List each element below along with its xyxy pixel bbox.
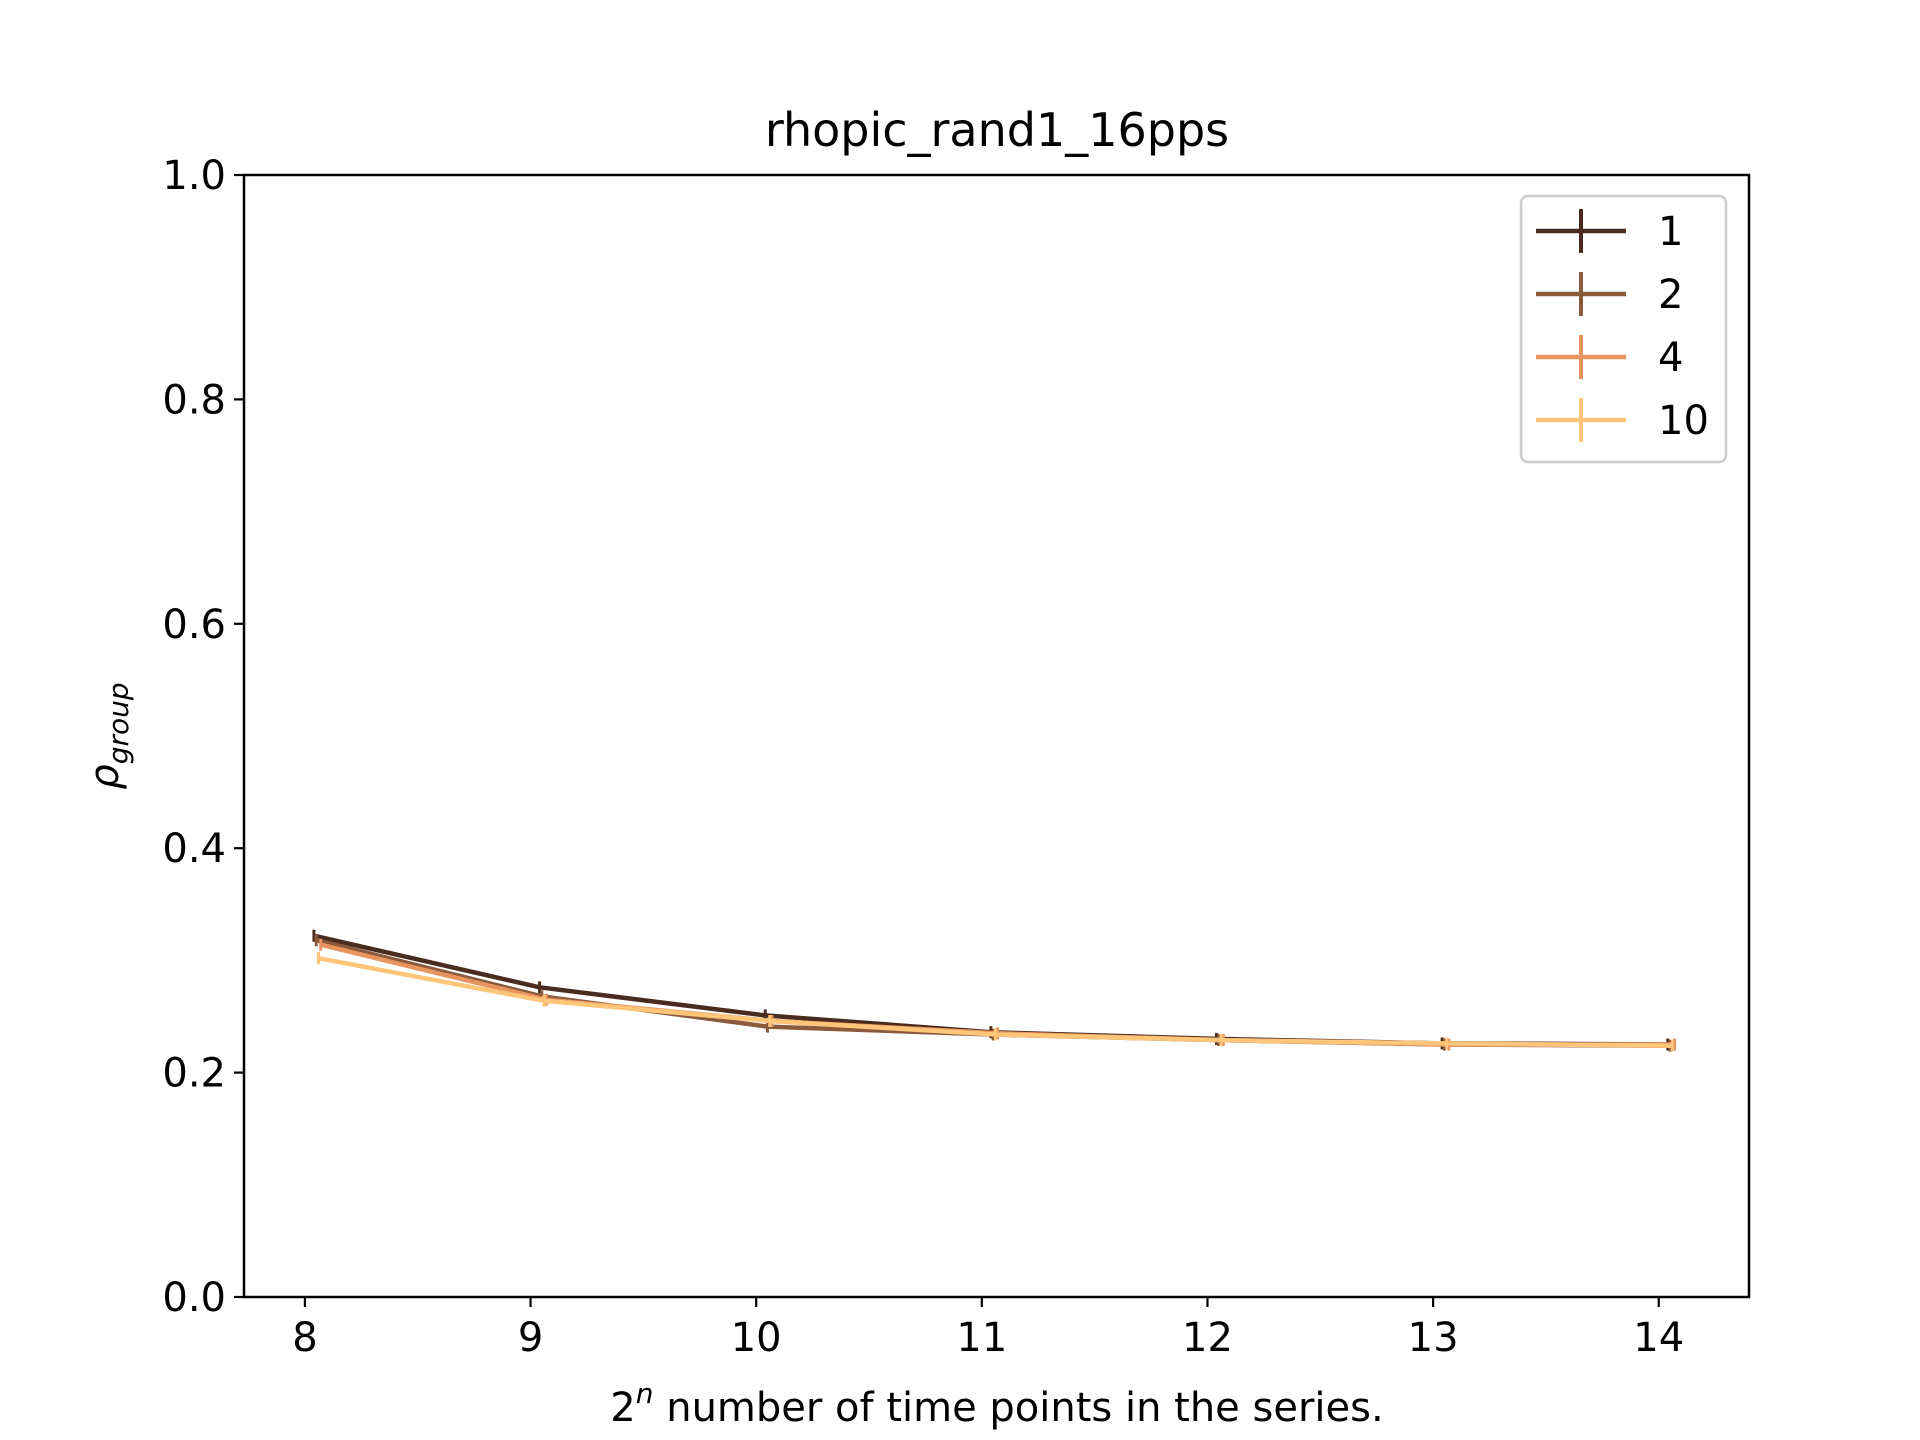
legend-label: 10 xyxy=(1658,398,1709,444)
y-tick-label: 0.4 xyxy=(162,826,226,872)
plot-lines xyxy=(312,929,1677,1052)
legend: 1 2 4 10 xyxy=(1519,194,1728,464)
legend-box xyxy=(1519,194,1728,464)
x-tick-label: 11 xyxy=(956,1315,1007,1361)
y-tick-label: 0.6 xyxy=(162,602,226,648)
legend-item: 4 xyxy=(1536,335,1683,381)
y-tick-label: 0.0 xyxy=(162,1275,226,1321)
legend-label: 1 xyxy=(1658,209,1683,255)
x-tick-label: 10 xyxy=(731,1315,782,1361)
legend-item: 1 xyxy=(1536,209,1683,255)
legend-label: 4 xyxy=(1658,335,1683,381)
x-axis-label: 2n number of time points in the series. xyxy=(610,1377,1383,1431)
y-tick-label: 0.2 xyxy=(162,1051,226,1097)
y-tick-label: 1.0 xyxy=(162,153,226,199)
legend-entries: 1 2 4 10 xyxy=(1536,209,1709,444)
x-tick-label: 14 xyxy=(1633,1315,1684,1361)
legend-item: 2 xyxy=(1536,272,1683,318)
x-tick-label: 12 xyxy=(1182,1315,1233,1361)
x-tick-label: 13 xyxy=(1408,1315,1459,1361)
x-axis: 8 9 10 11 12 13 14 xyxy=(292,1297,1684,1361)
plot-frame xyxy=(242,173,1751,1299)
x-tick-label: 9 xyxy=(518,1315,543,1361)
y-tick-label: 0.8 xyxy=(162,377,226,423)
x-tick-label: 8 xyxy=(292,1315,317,1361)
y-axis-label: ρgroup xyxy=(82,682,135,789)
y-axis: 0.0 0.2 0.4 0.6 0.8 1.0 xyxy=(162,153,244,1321)
chart-title: rhopic_rand1_16pps xyxy=(765,103,1229,157)
legend-label: 2 xyxy=(1658,272,1683,318)
legend-item: 10 xyxy=(1536,398,1709,444)
